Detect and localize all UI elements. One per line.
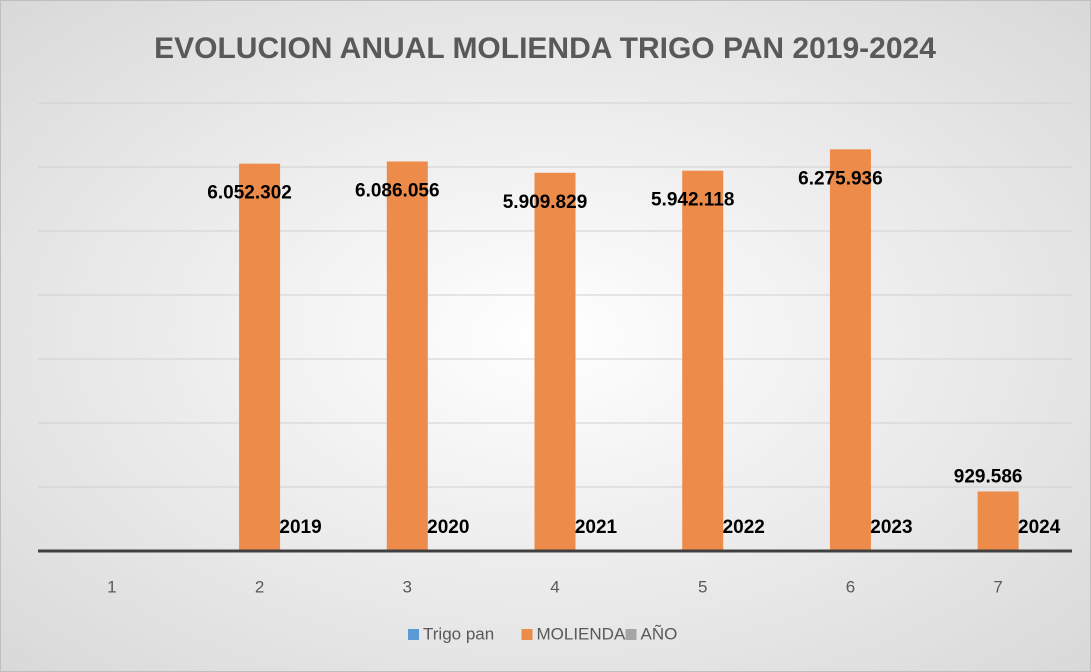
data-label: 6.086.056 bbox=[355, 181, 440, 202]
bar bbox=[386, 161, 428, 551]
bar bbox=[534, 172, 576, 552]
chart-title: EVOLUCION ANUAL MOLIENDA TRIGO PAN 2019-… bbox=[154, 32, 936, 65]
legend-label: MOLIENDA bbox=[537, 624, 626, 643]
data-label: 2021 bbox=[575, 517, 618, 538]
data-label: 6.052.302 bbox=[207, 183, 292, 204]
x-tick-label: 3 bbox=[403, 577, 412, 596]
x-tick-label: 2 bbox=[255, 577, 264, 596]
x-tick-label: 6 bbox=[846, 577, 855, 596]
data-label: 2020 bbox=[427, 517, 469, 538]
legend-swatch bbox=[625, 629, 637, 640]
data-label: 2019 bbox=[279, 517, 321, 538]
data-label: 2024 bbox=[1018, 517, 1061, 538]
bar bbox=[239, 163, 281, 551]
data-label: 2023 bbox=[870, 517, 912, 538]
data-label: 6.275.936 bbox=[798, 168, 883, 189]
legend-label: AÑO bbox=[641, 624, 678, 643]
x-tick-label: 7 bbox=[993, 577, 1002, 596]
x-tick-label: 5 bbox=[698, 577, 707, 596]
x-tick-label: 1 bbox=[107, 577, 116, 596]
legend-swatch bbox=[521, 629, 533, 640]
bar bbox=[829, 149, 871, 552]
data-label: 5.909.829 bbox=[503, 192, 588, 213]
bar bbox=[682, 170, 724, 551]
legend-label: Trigo pan bbox=[423, 624, 494, 643]
data-label: 929.586 bbox=[954, 467, 1023, 488]
data-label: 2022 bbox=[723, 517, 765, 538]
bar bbox=[977, 491, 1019, 551]
legend-swatch bbox=[408, 629, 419, 640]
data-label: 5.942.118 bbox=[651, 190, 734, 211]
x-tick-label: 4 bbox=[550, 577, 559, 596]
